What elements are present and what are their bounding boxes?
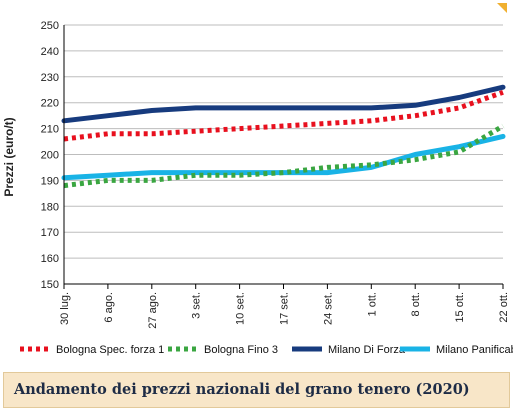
grid-lines: [64, 24, 503, 285]
y-tick-label: 240: [41, 46, 59, 58]
y-tick-label: 170: [41, 227, 59, 239]
y-tick-label: 160: [41, 253, 59, 265]
x-tick-label: 15 ott.: [454, 292, 466, 323]
y-tick-label: 190: [41, 175, 59, 187]
y-tick-label: 250: [41, 20, 59, 32]
axes: [63, 25, 504, 289]
legend-label: Milano Panificabile: [436, 344, 513, 356]
x-tick-label: 6 ago.: [103, 292, 115, 323]
x-tick-label: 8 ott.: [410, 292, 422, 316]
x-tick-label: 10 set.: [235, 292, 247, 325]
series-lines: [61, 84, 506, 189]
series-line-milano-panificabile: [61, 133, 506, 181]
series-line-bologna-spec-forza-1: [63, 89, 504, 142]
legend: Bologna Spec. forza 1 Bologna Fino 3 Milan…: [20, 344, 513, 356]
y-tick-label: 200: [41, 150, 59, 162]
y-tick-label: 210: [41, 124, 59, 136]
legend-label: Bologna Fino 3: [204, 344, 278, 356]
x-tick-label: 22 ott.: [498, 292, 510, 323]
y-tick-label: 220: [41, 98, 59, 110]
series-line-bologna-fino-3: [63, 123, 505, 189]
x-tick-label: 24 set.: [322, 292, 334, 325]
x-tick-label: 30 lug.: [59, 292, 71, 325]
caption-bar: Andamento dei prezzi nazionali del grano…: [3, 372, 510, 408]
y-tick-label: 230: [41, 72, 59, 84]
y-tick-label: 150: [41, 279, 59, 291]
x-tick-label: 1 ott.: [366, 292, 378, 316]
chart-caption: Andamento dei prezzi nazionali del grano…: [14, 381, 470, 398]
y-tick-labels: 150 160 170 180 190 200 210 220 230 240 250: [41, 20, 59, 291]
y-axis-title: Prezzi (euro/t): [2, 117, 16, 196]
series-line-milano-di-forza: [61, 84, 506, 124]
x-tick-label: 27 ago.: [147, 292, 159, 329]
x-tick-labels: 30 lug. 6 ago. 27 ago. 3 set. 10 set. 17 set.…: [59, 292, 510, 329]
x-tick-label: 17 set.: [279, 292, 291, 325]
corner-triangle-icon: [497, 3, 507, 13]
x-tick-label: 3 set.: [191, 292, 203, 319]
y-tick-label: 180: [41, 201, 59, 213]
legend-label: Milano Di Forza: [328, 344, 406, 356]
legend-label: Bologna Spec. forza 1: [56, 344, 164, 356]
